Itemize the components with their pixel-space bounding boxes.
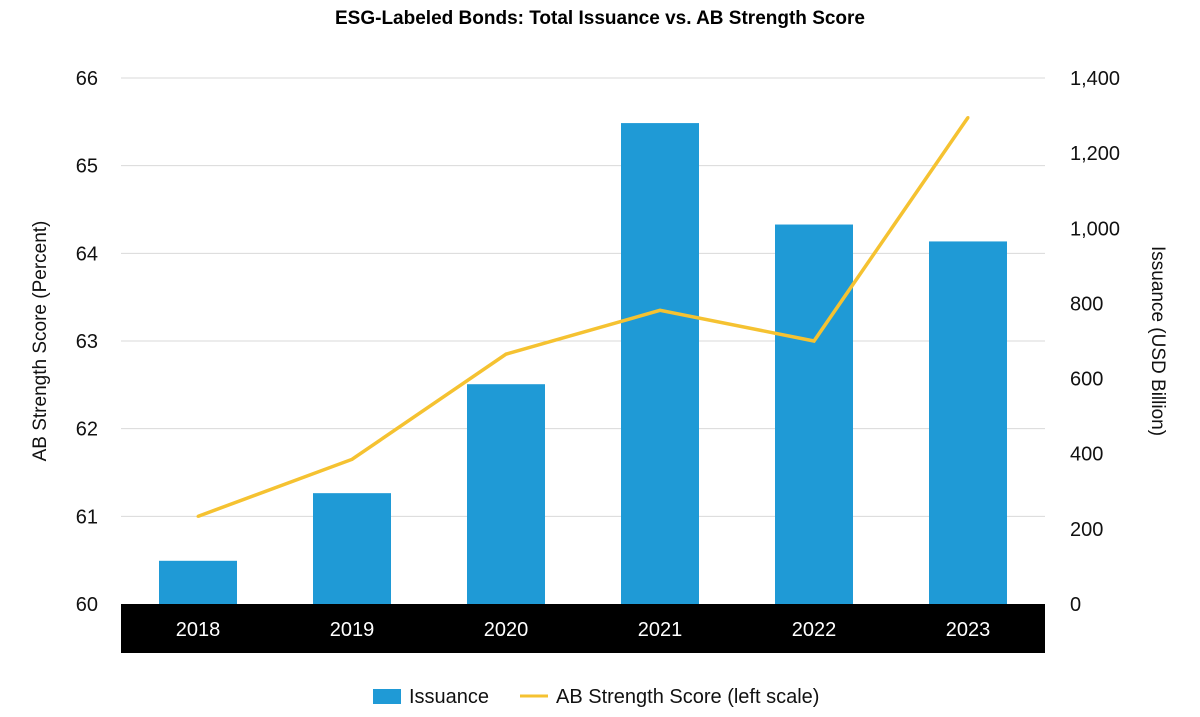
legend-label-score: AB Strength Score (left scale) bbox=[556, 686, 819, 708]
score-point-2018 bbox=[196, 514, 200, 518]
left-tick-label: 61 bbox=[76, 506, 98, 528]
right-tick-label: 1,000 bbox=[1070, 218, 1120, 240]
score-point-2020 bbox=[504, 352, 508, 356]
line-series bbox=[196, 115, 970, 518]
right-tick-label: 800 bbox=[1070, 293, 1103, 315]
right-tick-label: 1,400 bbox=[1070, 68, 1120, 90]
left-tick-label: 66 bbox=[76, 68, 98, 90]
right-tick-label: 1,200 bbox=[1070, 143, 1120, 165]
right-axis-ticks: 0 200 400 600 800 1,000 1,200 1,400 bbox=[1070, 68, 1120, 616]
left-tick-label: 60 bbox=[76, 594, 98, 616]
left-tick-label: 64 bbox=[76, 243, 98, 265]
chart-title: ESG-Labeled Bonds: Total Issuance vs. AB… bbox=[335, 8, 865, 29]
score-point-2019 bbox=[350, 457, 354, 461]
right-tick-label: 200 bbox=[1070, 519, 1103, 541]
left-tick-label: 62 bbox=[76, 419, 98, 441]
right-tick-label: 400 bbox=[1070, 444, 1103, 466]
legend: Issuance AB Strength Score (left scale) bbox=[373, 686, 819, 708]
bar-2018 bbox=[159, 560, 237, 604]
bar-2021 bbox=[621, 123, 699, 604]
left-tick-label: 63 bbox=[76, 331, 98, 353]
legend-label-issuance: Issuance bbox=[409, 686, 489, 708]
right-axis-label: Issuance (USD Billion) bbox=[1147, 246, 1168, 436]
legend-swatch-issuance bbox=[373, 689, 401, 704]
score-line bbox=[197, 116, 970, 518]
bar-2023 bbox=[929, 241, 1007, 604]
score-point-2023 bbox=[966, 115, 970, 119]
category-label: 2020 bbox=[484, 619, 529, 641]
category-band bbox=[121, 604, 1045, 653]
right-tick-label: 600 bbox=[1070, 369, 1103, 391]
category-label: 2023 bbox=[946, 619, 991, 641]
bar-2019 bbox=[313, 493, 391, 604]
left-tick-label: 65 bbox=[76, 156, 98, 178]
left-axis-ticks: 60 61 62 63 64 65 66 bbox=[76, 68, 98, 616]
left-axis-label: AB Strength Score (Percent) bbox=[30, 221, 51, 462]
category-label: 2019 bbox=[330, 619, 375, 641]
category-labels: 2018 2019 2020 2021 2022 2023 bbox=[176, 619, 991, 641]
bar-2020 bbox=[467, 384, 545, 604]
category-label: 2021 bbox=[638, 619, 683, 641]
grid-lines bbox=[121, 77, 1045, 517]
right-tick-label: 0 bbox=[1070, 594, 1081, 616]
bar-series bbox=[159, 123, 1007, 604]
category-label: 2018 bbox=[176, 619, 221, 641]
score-point-2021 bbox=[658, 308, 662, 312]
category-label: 2022 bbox=[792, 619, 837, 641]
bar-2022 bbox=[775, 224, 853, 604]
score-point-2022 bbox=[812, 339, 816, 343]
